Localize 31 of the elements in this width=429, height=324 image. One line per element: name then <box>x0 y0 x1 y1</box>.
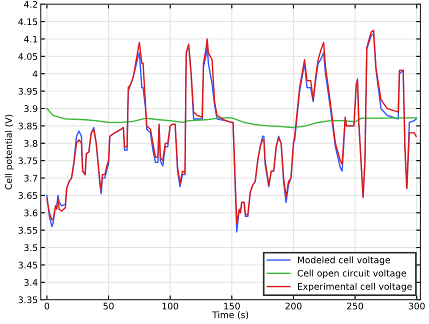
y-tick-label: 3.45 <box>18 262 38 268</box>
y-tick-label: 4 <box>32 70 38 78</box>
x-tick-label: 150 <box>224 302 240 310</box>
line-series <box>46 108 418 128</box>
x-tick-label: 200 <box>286 302 302 310</box>
y-tick-label: 3.6 <box>24 210 38 216</box>
x-tick-label: 250 <box>347 302 364 310</box>
x-axis-title: Time (s) <box>212 311 248 320</box>
y-tick-label: 3.7 <box>24 174 38 182</box>
x-tick-label: 300 <box>408 302 425 310</box>
legend-label: Experimental cell voltage <box>298 282 412 292</box>
y-tick-label: 4.05 <box>18 53 38 60</box>
y-tick-label: 3.9 <box>24 105 38 112</box>
y-tick-label: 3.5 <box>24 244 38 252</box>
y-tick-label: 3.95 <box>18 88 38 95</box>
y-tick-label: 3.55 <box>18 226 38 234</box>
y-tick-label: 3.8 <box>24 140 38 147</box>
legend-label: Modeled cell voltage <box>298 256 390 266</box>
y-tick-label: 3.65 <box>18 192 38 199</box>
y-tick-label: 4.1 <box>24 36 38 42</box>
y-tick-label: 3.85 <box>18 122 38 130</box>
y-axis-title: Cell potential (V) <box>4 114 14 190</box>
x-tick-label: 50 <box>104 302 114 310</box>
x-tick-label: 100 <box>162 302 178 310</box>
y-tick-label: 3.4 <box>24 279 38 286</box>
y-tick-label: 3.75 <box>18 157 38 164</box>
legend-label: Cell open circuit voltage <box>298 270 406 278</box>
y-tick-label: 3.35 <box>18 296 38 304</box>
y-tick-label: 4.2 <box>24 0 38 8</box>
y-tick-label: 4.15 <box>18 18 38 26</box>
x-tick-label: 0 <box>44 302 50 310</box>
